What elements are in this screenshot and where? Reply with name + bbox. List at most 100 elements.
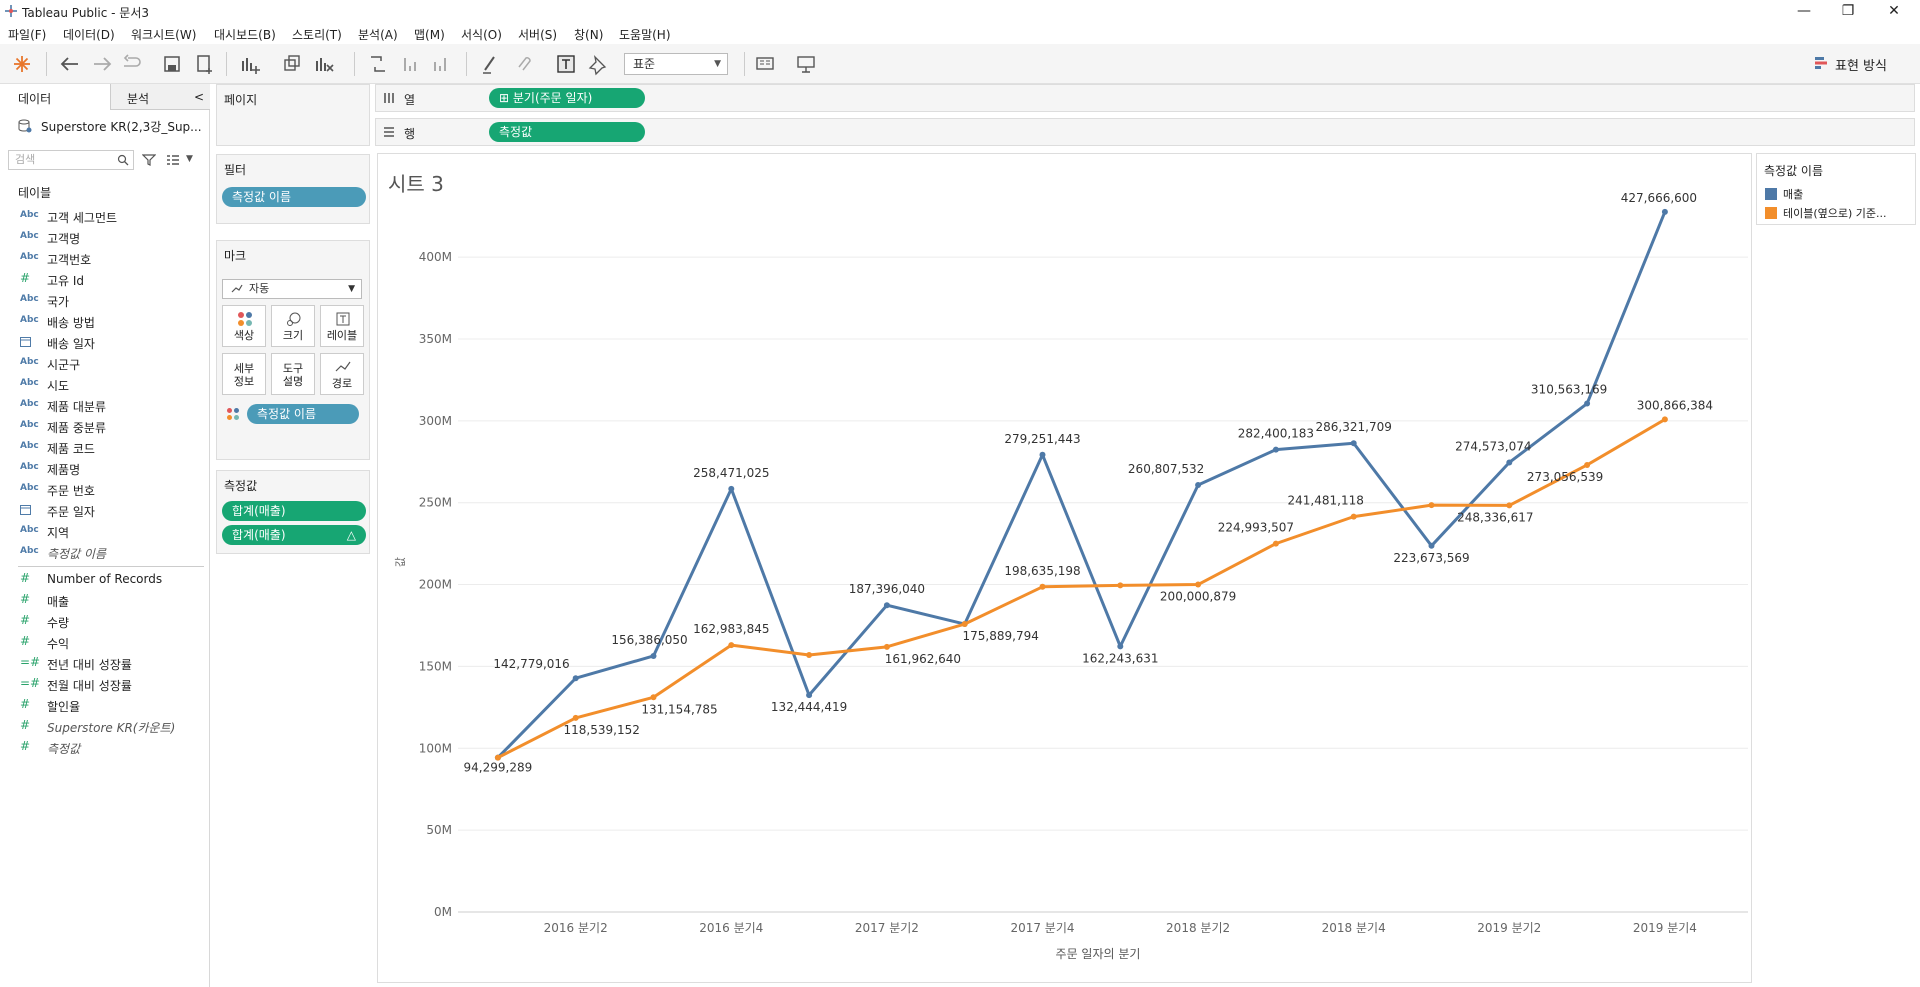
menu-file[interactable]: 파일(F) bbox=[8, 28, 47, 42]
field-item[interactable]: Abc 지역 bbox=[0, 521, 209, 542]
fit-select[interactable]: 표준 ▼ bbox=[624, 53, 728, 75]
field-item[interactable]: Abc 고객명 bbox=[0, 227, 209, 248]
menu-format[interactable]: 서식(O) bbox=[461, 28, 502, 42]
menu-worksheet[interactable]: 워크시트(W) bbox=[131, 28, 197, 42]
field-item[interactable]: 주문 일자 bbox=[0, 500, 209, 521]
x-tick-label: 2019 분기2 bbox=[1477, 921, 1541, 935]
data-label: 427,666,600 bbox=[1621, 191, 1697, 205]
measure-pill-sum-sales[interactable]: 합계(매출) bbox=[222, 501, 366, 521]
menu-analysis[interactable]: 분석(A) bbox=[358, 28, 398, 42]
field-item[interactable]: Abc 제품 중분류 bbox=[0, 416, 209, 437]
mark-color-button[interactable]: 색상 bbox=[222, 305, 266, 347]
fix-axes-icon[interactable] bbox=[586, 52, 610, 76]
sort-descending-icon[interactable] bbox=[428, 52, 452, 76]
tab-analysis-background bbox=[110, 84, 210, 110]
string-type-icon: Abc bbox=[20, 483, 39, 493]
menu-data[interactable]: 데이터(D) bbox=[63, 28, 115, 42]
mark-label-button[interactable]: 레이블 bbox=[320, 305, 364, 347]
field-item[interactable]: # Superstore KR(카운트) bbox=[0, 716, 209, 737]
view-options-icon[interactable] bbox=[166, 153, 180, 167]
menu-story[interactable]: 스토리(T) bbox=[292, 28, 342, 42]
field-item[interactable]: Abc 제품 코드 bbox=[0, 437, 209, 458]
field-item[interactable]: =# 전년 대비 성장률 bbox=[0, 653, 209, 674]
field-item[interactable]: # Number of Records bbox=[0, 569, 209, 590]
data-point bbox=[728, 642, 735, 649]
field-item[interactable]: Abc 고객 세그먼트 bbox=[0, 206, 209, 227]
field-item[interactable]: # 수익 bbox=[0, 632, 209, 653]
line-mark-icon bbox=[231, 284, 243, 293]
field-item[interactable]: =# 전월 대비 성장률 bbox=[0, 674, 209, 695]
close-button[interactable]: ✕ bbox=[1888, 3, 1900, 19]
tab-analysis[interactable]: 분석 bbox=[127, 92, 150, 106]
replay-icon[interactable] bbox=[120, 52, 144, 76]
mark-tooltip-button[interactable]: 도구 설명 bbox=[271, 353, 315, 395]
measure-pill-sum-sales-table-calc[interactable]: 합계(매출) △ bbox=[222, 525, 366, 545]
menu-dashboard[interactable]: 대시보드(B) bbox=[214, 28, 276, 42]
filters-card[interactable]: 필터 측정값 이름 bbox=[216, 154, 370, 224]
filter-icon[interactable] bbox=[142, 153, 156, 167]
columns-shelf[interactable]: 열 ⊞ 분기(주문 일자) bbox=[375, 84, 1915, 112]
mark-path-button[interactable]: 경로 bbox=[320, 353, 364, 395]
show-me-icon[interactable] bbox=[1814, 56, 1828, 70]
field-item[interactable]: Abc 시군구 bbox=[0, 353, 209, 374]
restore-button[interactable]: ❐ bbox=[1841, 3, 1855, 19]
collapse-pane-button[interactable]: < bbox=[194, 90, 205, 104]
data-point bbox=[883, 602, 890, 609]
save-icon[interactable] bbox=[160, 52, 184, 76]
mark-detail-button[interactable]: 세부 정보 bbox=[222, 353, 266, 395]
date-type-icon bbox=[20, 504, 44, 518]
field-item[interactable]: # 측정값 bbox=[0, 737, 209, 758]
rows-shelf[interactable]: 행 측정값 bbox=[375, 118, 1915, 146]
search-input[interactable]: 검색 bbox=[8, 150, 134, 170]
field-name: 제품명 bbox=[47, 463, 81, 477]
field-item[interactable]: Abc 시도 bbox=[0, 374, 209, 395]
rows-pill-measure-values[interactable]: 측정값 bbox=[489, 122, 645, 142]
data-label: 118,539,152 bbox=[564, 723, 640, 737]
y-tick-label: 350M bbox=[419, 332, 452, 346]
field-item[interactable]: Abc 고객번호 bbox=[0, 248, 209, 269]
show-mark-labels-icon[interactable] bbox=[554, 52, 578, 76]
menu-window[interactable]: 창(N) bbox=[574, 28, 604, 42]
duplicate-sheet-icon[interactable] bbox=[280, 52, 304, 76]
field-item[interactable]: Abc 배송 방법 bbox=[0, 311, 209, 332]
field-item[interactable]: Abc 측정값 이름 bbox=[0, 542, 209, 563]
swap-rows-columns-icon[interactable] bbox=[366, 52, 390, 76]
menu-map[interactable]: 맵(M) bbox=[414, 28, 445, 42]
presentation-mode-icon[interactable] bbox=[794, 52, 818, 76]
new-worksheet-icon[interactable] bbox=[238, 52, 262, 76]
tableau-home-icon[interactable] bbox=[10, 52, 34, 76]
mark-type-select[interactable]: 자동 ▼ bbox=[222, 279, 362, 299]
field-item[interactable]: 배송 일자 bbox=[0, 332, 209, 353]
data-label: 131,154,785 bbox=[641, 702, 717, 716]
columns-pill-quarter-order-date[interactable]: ⊞ 분기(주문 일자) bbox=[489, 88, 645, 108]
field-item[interactable]: # 수량 bbox=[0, 611, 209, 632]
highlight-icon[interactable] bbox=[478, 52, 502, 76]
menu-server[interactable]: 서버(S) bbox=[518, 28, 558, 42]
show-cards-icon[interactable] bbox=[754, 52, 778, 76]
clear-sheet-icon[interactable] bbox=[312, 52, 336, 76]
undo-icon[interactable] bbox=[58, 52, 82, 76]
chevron-down-icon[interactable]: ▼ bbox=[186, 154, 193, 164]
filter-pill-measure-names[interactable]: 측정값 이름 bbox=[222, 187, 366, 207]
group-members-icon[interactable] bbox=[514, 52, 538, 76]
pages-card[interactable]: 페이지 bbox=[216, 84, 370, 146]
menu-help[interactable]: 도움말(H) bbox=[619, 28, 671, 42]
new-datasource-icon[interactable] bbox=[192, 52, 216, 76]
number-type-icon: # bbox=[20, 718, 31, 732]
field-item[interactable]: Abc 제품명 bbox=[0, 458, 209, 479]
measure-values-card-title: 측정값 bbox=[224, 479, 258, 493]
field-item[interactable]: # 매출 bbox=[0, 590, 209, 611]
redo-icon[interactable] bbox=[90, 52, 114, 76]
field-item[interactable]: Abc 국가 bbox=[0, 290, 209, 311]
marks-color-pill-measure-names[interactable]: 측정값 이름 bbox=[247, 404, 359, 424]
data-label: 223,673,569 bbox=[1393, 551, 1469, 565]
field-item[interactable]: # 고유 Id bbox=[0, 269, 209, 290]
tab-data[interactable]: 데이터 bbox=[18, 92, 52, 106]
show-me-button[interactable]: 표현 방식 bbox=[1835, 59, 1887, 74]
field-item[interactable]: Abc 제품 대분류 bbox=[0, 395, 209, 416]
sort-ascending-icon[interactable] bbox=[398, 52, 422, 76]
field-item[interactable]: Abc 주문 번호 bbox=[0, 479, 209, 500]
mark-size-button[interactable]: 크기 bbox=[271, 305, 315, 347]
minimize-button[interactable]: — bbox=[1797, 3, 1811, 19]
field-item[interactable]: # 할인율 bbox=[0, 695, 209, 716]
